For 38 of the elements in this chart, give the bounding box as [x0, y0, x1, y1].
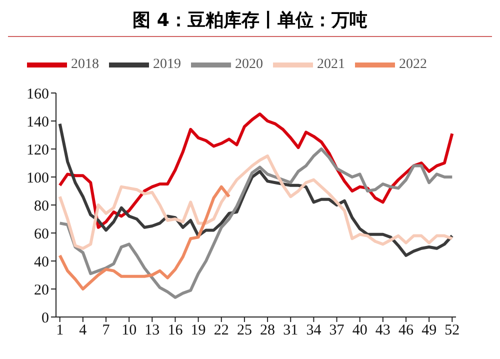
- x-tick-label: 46: [398, 322, 414, 339]
- x-tick-label: 4: [79, 322, 88, 339]
- x-tick-label: 28: [260, 322, 276, 339]
- y-tick-label: 40: [34, 254, 49, 270]
- line-series: [58, 148, 454, 299]
- x-tick-label: 25: [236, 322, 252, 339]
- legend-label: 2022: [399, 57, 427, 72]
- x-tick-label: 22: [214, 322, 229, 339]
- x-tick-label: 49: [422, 322, 437, 339]
- y-tick-label: 60: [34, 226, 49, 242]
- x-tick-label: 40: [352, 322, 368, 339]
- y-tick-label: 160: [26, 86, 49, 102]
- x-tick-label: 34: [306, 322, 322, 339]
- legend-label: 2019: [153, 57, 181, 72]
- y-tick-label: 0: [42, 310, 49, 326]
- line-series: [58, 122, 454, 257]
- line-series: [58, 154, 454, 250]
- chart-title: 图 4：豆粕库存丨单位：万吨: [132, 9, 368, 32]
- x-tick-label: 1: [56, 322, 64, 339]
- y-tick-label: 120: [26, 142, 49, 158]
- x-tick-label: 43: [375, 322, 390, 339]
- x-tick-label: 37: [329, 322, 345, 339]
- legend-label: 2021: [317, 57, 345, 72]
- y-tick-label: 20: [34, 282, 49, 298]
- y-tick-label: 140: [26, 114, 49, 130]
- x-tick-label: 52: [444, 322, 460, 339]
- line-series: [58, 112, 454, 229]
- line-series: [58, 185, 231, 290]
- y-tick-label: 80: [34, 198, 49, 214]
- y-tick-label: 100: [26, 170, 49, 186]
- x-tick-label: 19: [190, 322, 206, 339]
- x-tick-label: 31: [283, 322, 298, 339]
- x-tick-label: 13: [144, 322, 160, 339]
- x-tick-label: 7: [102, 322, 110, 339]
- x-tick-label: 10: [122, 322, 137, 339]
- x-tick-label: 16: [168, 322, 184, 339]
- legend-label: 2018: [71, 57, 99, 72]
- legend-label: 2020: [235, 57, 263, 72]
